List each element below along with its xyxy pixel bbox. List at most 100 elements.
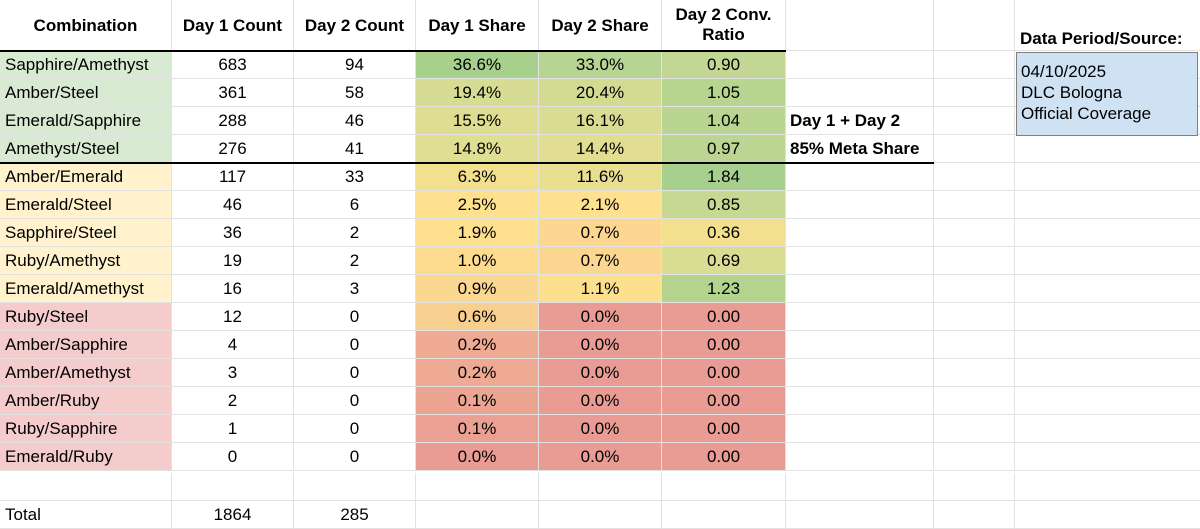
day2-share-cell[interactable]: 20.4% <box>539 79 662 107</box>
day1-share-cell[interactable]: 15.5% <box>416 107 539 135</box>
empty-cell[interactable] <box>786 51 934 79</box>
empty-cell[interactable] <box>539 473 662 501</box>
conv-ratio-cell[interactable]: 0.97 <box>662 135 786 163</box>
conv-ratio-cell[interactable]: 0.36 <box>662 219 786 247</box>
empty-cell[interactable] <box>934 303 1015 331</box>
combination-cell[interactable]: Sapphire/Steel <box>0 219 172 247</box>
combination-cell[interactable]: Amber/Steel <box>0 79 172 107</box>
conv-ratio-cell[interactable]: 0.00 <box>662 387 786 415</box>
empty-cell[interactable] <box>934 0 1015 51</box>
total-day2-count[interactable]: 285 <box>294 501 416 529</box>
empty-cell[interactable] <box>786 415 934 443</box>
combination-cell[interactable]: Amber/Ruby <box>0 387 172 415</box>
conv-ratio-cell[interactable]: 0.90 <box>662 51 786 79</box>
day1-share-cell[interactable]: 14.8% <box>416 135 539 163</box>
day2-share-cell[interactable]: 16.1% <box>539 107 662 135</box>
header-day2-share[interactable]: Day 2 Share <box>539 0 662 51</box>
conv-ratio-cell[interactable]: 0.85 <box>662 191 786 219</box>
empty-cell[interactable] <box>1015 303 1200 331</box>
combination-cell[interactable]: Emerald/Amethyst <box>0 275 172 303</box>
day1-count-cell[interactable]: 46 <box>172 191 294 219</box>
empty-cell[interactable] <box>786 191 934 219</box>
day2-count-cell[interactable]: 2 <box>294 219 416 247</box>
header-conv-ratio[interactable]: Day 2 Conv. Ratio <box>662 0 786 51</box>
conv-ratio-cell[interactable]: 0.00 <box>662 443 786 471</box>
day2-share-cell[interactable]: 14.4% <box>539 135 662 163</box>
empty-cell[interactable] <box>934 359 1015 387</box>
header-day1-share[interactable]: Day 1 Share <box>416 0 539 51</box>
day2-count-cell[interactable]: 94 <box>294 51 416 79</box>
conv-ratio-cell[interactable]: 0.00 <box>662 331 786 359</box>
source-box[interactable]: 04/10/2025 DLC Bologna Official Coverage <box>1016 52 1198 136</box>
combination-cell[interactable]: Sapphire/Amethyst <box>0 51 172 79</box>
empty-cell[interactable] <box>934 247 1015 275</box>
day2-count-cell[interactable]: 0 <box>294 359 416 387</box>
day2-share-cell[interactable]: 0.0% <box>539 443 662 471</box>
day1-share-cell[interactable]: 1.0% <box>416 247 539 275</box>
conv-ratio-cell[interactable]: 0.69 <box>662 247 786 275</box>
day1-count-cell[interactable]: 4 <box>172 331 294 359</box>
empty-cell[interactable] <box>786 473 934 501</box>
empty-cell[interactable] <box>662 501 786 529</box>
day1-count-cell[interactable]: 1 <box>172 415 294 443</box>
header-combination[interactable]: Combination <box>0 0 172 51</box>
day1-share-cell[interactable]: 19.4% <box>416 79 539 107</box>
day1-share-cell[interactable]: 6.3% <box>416 163 539 191</box>
day2-count-cell[interactable]: 6 <box>294 191 416 219</box>
day1-share-cell[interactable]: 2.5% <box>416 191 539 219</box>
empty-cell[interactable] <box>0 473 172 501</box>
empty-cell[interactable] <box>786 359 934 387</box>
day1-share-cell[interactable]: 0.2% <box>416 359 539 387</box>
day1-count-cell[interactable]: 2 <box>172 387 294 415</box>
day1-share-cell[interactable]: 0.9% <box>416 275 539 303</box>
empty-cell[interactable] <box>662 473 786 501</box>
day2-share-cell[interactable]: 0.0% <box>539 359 662 387</box>
day2-share-cell[interactable]: 0.0% <box>539 387 662 415</box>
conv-ratio-cell[interactable]: 1.23 <box>662 275 786 303</box>
empty-cell[interactable] <box>786 331 934 359</box>
empty-cell[interactable] <box>934 275 1015 303</box>
day2-share-cell[interactable]: 0.7% <box>539 247 662 275</box>
empty-cell[interactable] <box>172 473 294 501</box>
combination-cell[interactable]: Ruby/Amethyst <box>0 247 172 275</box>
day2-share-cell[interactable]: 0.0% <box>539 303 662 331</box>
empty-cell[interactable] <box>1015 443 1200 471</box>
conv-ratio-cell[interactable]: 1.05 <box>662 79 786 107</box>
day1-count-cell[interactable]: 0 <box>172 443 294 471</box>
day1-share-cell[interactable]: 0.1% <box>416 415 539 443</box>
day2-count-cell[interactable]: 3 <box>294 275 416 303</box>
empty-cell[interactable] <box>1015 163 1200 191</box>
day1-share-cell[interactable]: 0.1% <box>416 387 539 415</box>
conv-ratio-cell[interactable]: 1.84 <box>662 163 786 191</box>
empty-cell[interactable] <box>786 0 934 51</box>
combination-cell[interactable]: Emerald/Sapphire <box>0 107 172 135</box>
day2-count-cell[interactable]: 0 <box>294 415 416 443</box>
empty-cell[interactable] <box>1015 331 1200 359</box>
empty-cell[interactable] <box>786 501 934 529</box>
empty-cell[interactable] <box>934 501 1015 529</box>
empty-cell[interactable] <box>416 501 539 529</box>
day1-share-cell[interactable]: 36.6% <box>416 51 539 79</box>
empty-cell[interactable] <box>1015 275 1200 303</box>
empty-cell[interactable] <box>539 501 662 529</box>
day2-share-cell[interactable]: 11.6% <box>539 163 662 191</box>
empty-cell[interactable] <box>934 415 1015 443</box>
empty-cell[interactable] <box>934 191 1015 219</box>
empty-cell[interactable] <box>786 275 934 303</box>
day1-share-cell[interactable]: 0.2% <box>416 331 539 359</box>
day2-count-cell[interactable]: 0 <box>294 387 416 415</box>
day1-count-cell[interactable]: 19 <box>172 247 294 275</box>
day1-count-cell[interactable]: 683 <box>172 51 294 79</box>
empty-cell[interactable] <box>786 79 934 107</box>
day1-count-cell[interactable]: 276 <box>172 135 294 163</box>
empty-cell[interactable] <box>934 473 1015 501</box>
day2-count-cell[interactable]: 0 <box>294 303 416 331</box>
day1-share-cell[interactable]: 0.6% <box>416 303 539 331</box>
empty-cell[interactable] <box>1015 473 1200 501</box>
conv-ratio-cell[interactable]: 1.04 <box>662 107 786 135</box>
empty-cell[interactable] <box>1015 135 1200 163</box>
combination-cell[interactable]: Amber/Amethyst <box>0 359 172 387</box>
empty-cell[interactable] <box>1015 359 1200 387</box>
total-day1-count[interactable]: 1864 <box>172 501 294 529</box>
combination-cell[interactable]: Emerald/Ruby <box>0 443 172 471</box>
